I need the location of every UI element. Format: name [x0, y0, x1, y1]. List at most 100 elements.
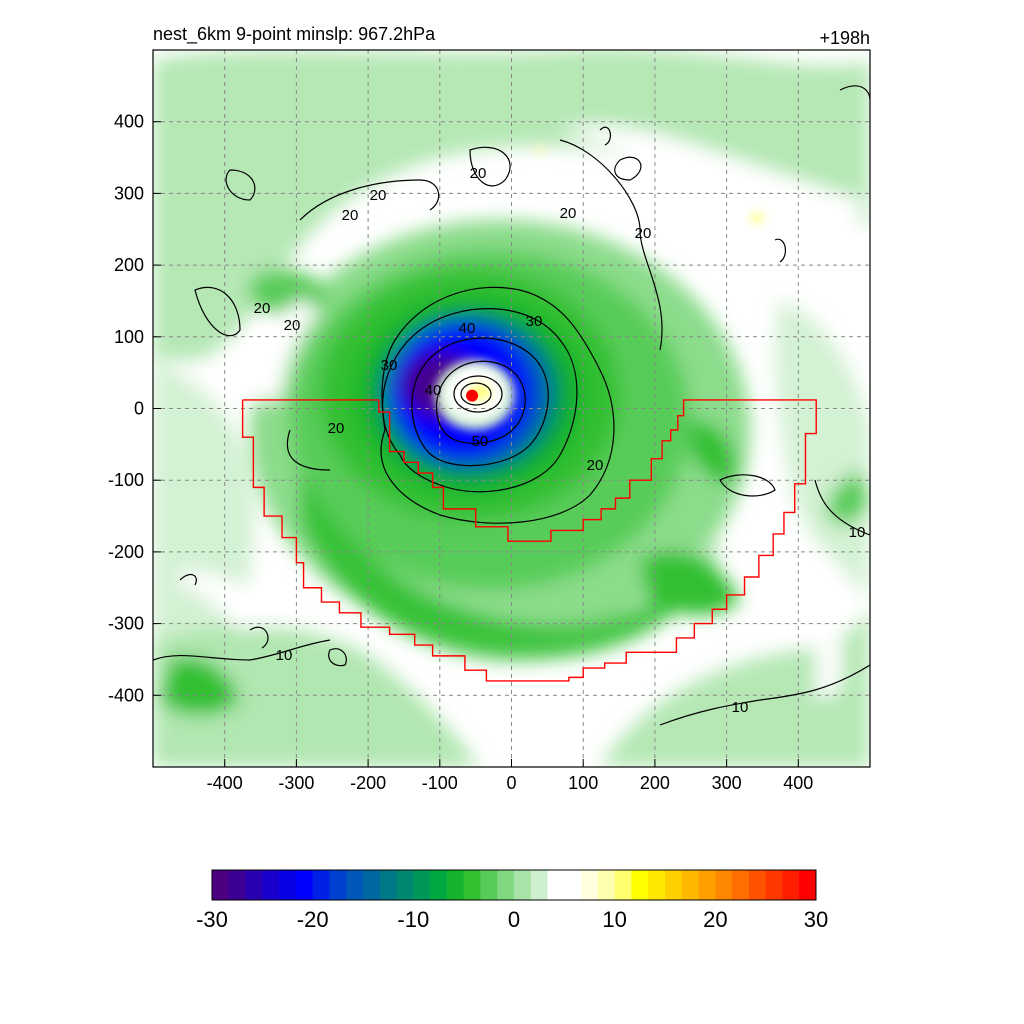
y-tick-label: -300 [108, 614, 144, 634]
storm-center-marker [466, 389, 479, 402]
y-tick-label: 300 [114, 183, 144, 203]
colorbar-swatch [446, 870, 465, 900]
contour-label: 10 [276, 647, 293, 664]
colorbar-labels: -30 -20 -10 0 10 20 30 [196, 907, 828, 932]
contour-20-nw [299, 179, 440, 221]
colorbar-swatch [480, 870, 498, 900]
colorbar-swatch [497, 870, 515, 900]
contour-small-sw2 [249, 626, 269, 649]
contour-20-ne [559, 139, 663, 351]
x-axis: -400 -300 -200 -100 0 100 200 300 400 [207, 759, 813, 793]
contour-20-north [469, 146, 511, 187]
contour-closed-nw [225, 169, 256, 201]
colorbar-swatch [212, 870, 230, 900]
colorbar-swatch [698, 870, 716, 900]
contour-label: 40 [425, 382, 442, 399]
colorbar-tick-label: -10 [397, 907, 429, 932]
contour-label: 30 [381, 357, 398, 374]
colorbar-frame [211, 869, 817, 901]
contour-small-sw [179, 573, 197, 586]
colorbar-tick-label: 10 [602, 907, 626, 932]
contour-label: 20 [370, 187, 387, 204]
contour-label: 20 [635, 225, 652, 242]
colorbar-swatch [430, 870, 448, 900]
colorbar [211, 869, 817, 901]
colorbar-tick-label: 30 [804, 907, 828, 932]
contour-label: 20 [254, 300, 271, 317]
x-tick-label: 0 [506, 773, 516, 793]
colorbar-tick-label: 20 [703, 907, 727, 932]
plot-area: 20 20 20 20 20 20 20 20 30 30 40 40 50 2… [153, 50, 870, 767]
colorbar-swatch [732, 870, 750, 900]
contour-label: 20 [342, 207, 359, 224]
colorbar-swatch [681, 870, 700, 900]
contour-label: 50 [472, 433, 489, 450]
colorbar-swatch [614, 870, 632, 900]
colorbar-swatch [312, 870, 330, 900]
colorbar-swatch [715, 870, 733, 900]
contour-50 [436, 360, 526, 444]
contour-label: 20 [284, 317, 301, 334]
contour-20-west [286, 429, 331, 471]
contour-closed-sw [328, 648, 347, 667]
y-tick-label: -100 [108, 470, 144, 490]
colorbar-swatch [396, 870, 414, 900]
colorbar-swatch [631, 870, 649, 900]
colorbar-swatch [765, 870, 783, 900]
contour-10-se [659, 664, 870, 726]
contour-label: 20 [560, 205, 577, 222]
x-tick-label: 300 [712, 773, 742, 793]
contour-label: 20 [328, 420, 345, 437]
contour-label-group: 20 20 20 20 20 20 20 20 30 30 40 40 50 2… [254, 165, 866, 716]
x-tick-label: 100 [568, 773, 598, 793]
y-tick-label: 400 [114, 112, 144, 132]
contour-30 [381, 308, 578, 493]
x-tick-label: -100 [422, 773, 458, 793]
x-tick-label: 400 [783, 773, 813, 793]
x-tick-label: -200 [350, 773, 386, 793]
colorbar-swatch [295, 870, 314, 900]
contour-closed-w [194, 286, 241, 337]
colorbar-swatch [547, 870, 565, 900]
colorbar-swatch [413, 870, 431, 900]
contour-40 [411, 337, 549, 467]
y-tick-label: -400 [108, 685, 144, 705]
contour-label: 20 [587, 457, 604, 474]
colorbar-swatch [463, 870, 481, 900]
colorbar-swatch [597, 870, 616, 900]
y-tick-label: 200 [114, 255, 144, 275]
x-tick-label: -300 [278, 773, 314, 793]
contour-label: 40 [459, 320, 476, 337]
colorbar-swatch [564, 870, 582, 900]
contour-small-n [599, 126, 612, 146]
x-tick-label: -400 [207, 773, 243, 793]
colorbar-swatch [262, 870, 280, 900]
colorbar-swatch [245, 870, 263, 900]
y-tick-label: 100 [114, 327, 144, 347]
colorbar-swatch [379, 870, 398, 900]
colorbar-swatch [782, 870, 800, 900]
colorbar-swatch [530, 870, 549, 900]
colorbar-swatch [648, 870, 666, 900]
contour-lines [153, 85, 870, 726]
colorbar-tick-label: -30 [196, 907, 228, 932]
contour-20-inner [380, 286, 615, 524]
colorbar-tick-label: 0 [508, 907, 520, 932]
colorbar-swatch [748, 870, 767, 900]
contour-inner-2 [460, 382, 492, 406]
contour-10-east [814, 479, 870, 536]
colorbar-swatch [799, 870, 817, 900]
y-tick-label: -200 [108, 542, 144, 562]
colorbar-swatch [228, 870, 247, 900]
contour-inner-1 [453, 375, 503, 413]
contour-label: 10 [849, 524, 866, 541]
colorbar-swatch [329, 870, 347, 900]
plot-title: nest_6km 9-point minslp: 967.2hPa [153, 24, 436, 45]
colorbar-swatch [346, 870, 364, 900]
forecast-hour-label: +198h [819, 28, 870, 48]
colorbar-swatch [363, 870, 381, 900]
colorbar-swatch [581, 870, 599, 900]
colorbar-tick-label: -20 [297, 907, 329, 932]
contour-small-ne [614, 156, 642, 181]
